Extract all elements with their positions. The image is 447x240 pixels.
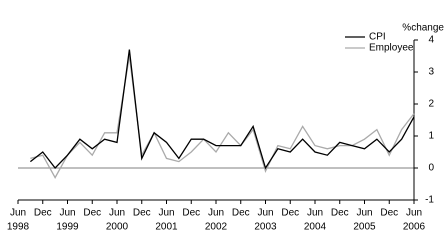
x-year-label: 2000 <box>106 222 129 233</box>
x-tick-label: Dec <box>83 208 101 219</box>
y-tick-label: 0 <box>428 163 434 174</box>
x-tick-label: Jun <box>10 208 26 219</box>
x-year-label: 2005 <box>353 222 376 233</box>
x-year-label: 2002 <box>205 222 228 233</box>
y-tick-label: 2 <box>428 99 434 110</box>
x-year-label: 2001 <box>155 222 178 233</box>
y-axis-label: %change <box>402 23 444 34</box>
series-line <box>30 55 415 179</box>
x-tick-label: Dec <box>380 208 398 219</box>
x-tick-label: Jun <box>59 208 75 219</box>
y-tick-label: 3 <box>428 67 434 78</box>
x-tick-label: Jun <box>158 208 174 219</box>
x-tick-label: Dec <box>34 208 52 219</box>
x-year-label: 1998 <box>7 222 30 233</box>
x-tick-label: Jun <box>109 208 125 219</box>
legend-label: Employee <box>369 43 414 54</box>
x-tick-label: Jun <box>356 208 372 219</box>
x-tick-label: Jun <box>208 208 224 219</box>
x-tick-label: Dec <box>182 208 200 219</box>
legend-label: CPI <box>369 32 386 43</box>
x-tick-label: Dec <box>232 208 250 219</box>
x-year-label: 2003 <box>254 222 277 233</box>
series-line <box>29 49 415 170</box>
y-tick-label: -1 <box>425 195 434 206</box>
x-tick-label: Dec <box>133 208 151 219</box>
x-tick-label: Dec <box>331 208 349 219</box>
x-tick-label: Jun <box>307 208 323 219</box>
x-year-label: 2006 <box>403 222 426 233</box>
x-tick-label: Jun <box>257 208 273 219</box>
y-tick-label: 1 <box>428 131 434 142</box>
x-tick-label: Jun <box>406 208 422 219</box>
x-year-label: 2004 <box>304 222 327 233</box>
y-tick-label: 4 <box>428 35 434 46</box>
x-tick-label: Dec <box>281 208 299 219</box>
x-year-label: 1999 <box>56 222 79 233</box>
